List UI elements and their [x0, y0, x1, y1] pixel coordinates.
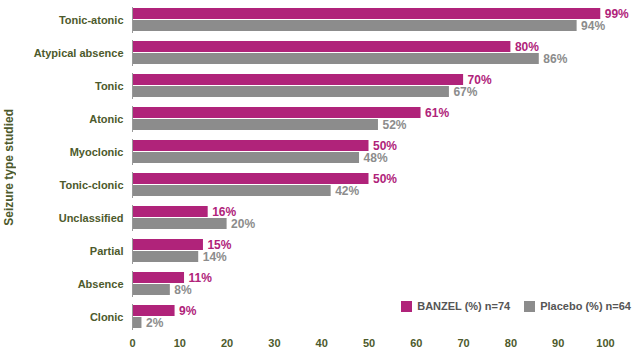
svg-text:Atonic: Atonic: [89, 113, 123, 125]
svg-text:50%: 50%: [373, 172, 397, 186]
svg-text:Tonic-clonic: Tonic-clonic: [60, 179, 124, 191]
svg-text:Unclassified: Unclassified: [59, 212, 124, 224]
svg-text:Partial: Partial: [90, 245, 124, 257]
svg-text:2%: 2%: [146, 316, 164, 330]
svg-text:70%: 70%: [467, 72, 492, 87]
svg-text:Atypical absence: Atypical absence: [34, 47, 124, 59]
svg-text:60: 60: [410, 337, 422, 349]
svg-text:9%: 9%: [179, 304, 197, 318]
svg-text:80: 80: [505, 337, 517, 349]
svg-text:42%: 42%: [335, 184, 359, 198]
html-text:Seizure type studied: Seizure type studied: [2, 108, 16, 226]
svg-text:8%: 8%: [174, 283, 192, 297]
svg-text:20: 20: [221, 337, 233, 349]
svg-text:52%: 52%: [382, 118, 406, 132]
svg-text:50: 50: [363, 337, 375, 349]
svg-text:10: 10: [174, 337, 186, 349]
svg-text:40: 40: [316, 337, 328, 349]
svg-text:14%: 14%: [203, 250, 227, 264]
svg-text:16%: 16%: [212, 204, 237, 219]
html-text:Placebo (%) n=64: Placebo (%) n=64: [540, 300, 631, 312]
svg-text:20%: 20%: [231, 217, 255, 231]
svg-text:70: 70: [457, 337, 469, 349]
svg-text:48%: 48%: [364, 151, 388, 165]
svg-text:80%: 80%: [515, 40, 539, 54]
svg-text:Myoclonic: Myoclonic: [70, 146, 124, 158]
svg-text:90: 90: [552, 337, 564, 349]
svg-text:15%: 15%: [207, 237, 232, 252]
svg-text:99%: 99%: [605, 7, 629, 21]
svg-text:Tonic-atonic: Tonic-atonic: [59, 14, 124, 26]
html-text:BANZEL (%) n=74: BANZEL (%) n=74: [417, 300, 511, 312]
svg-text:67%: 67%: [453, 85, 477, 99]
svg-text:Tonic: Tonic: [95, 80, 124, 92]
svg-text:Absence: Absence: [78, 278, 124, 290]
svg-text:0: 0: [129, 337, 135, 349]
svg-text:30: 30: [268, 337, 280, 349]
svg-text:61%: 61%: [425, 106, 449, 120]
svg-text:11%: 11%: [189, 271, 213, 285]
svg-text:86%: 86%: [543, 52, 567, 66]
svg-text:Clonic: Clonic: [90, 311, 124, 323]
svg-text:100: 100: [596, 337, 614, 349]
svg-text:50%: 50%: [373, 138, 397, 153]
svg-text:94%: 94%: [581, 19, 605, 33]
